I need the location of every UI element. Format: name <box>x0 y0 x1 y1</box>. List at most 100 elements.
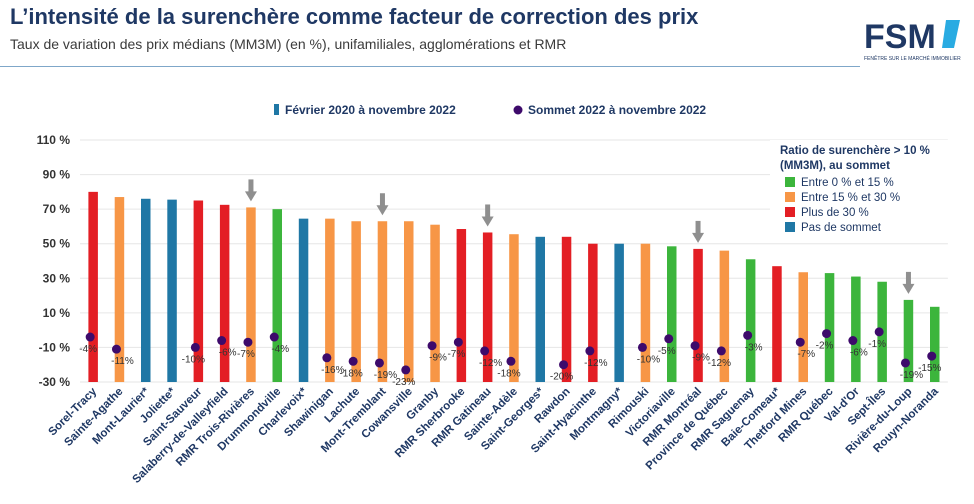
dot-point <box>900 358 910 368</box>
dot-value-label: -7% <box>797 349 815 360</box>
dot-value-label: -7% <box>447 349 465 360</box>
dot-point <box>217 336 227 346</box>
y-tick-label: 10 % <box>43 306 71 320</box>
bar <box>693 248 703 382</box>
down-arrow-icon <box>692 220 705 243</box>
logo-text: FSM <box>864 18 936 56</box>
bar <box>903 299 914 382</box>
bar <box>219 204 230 382</box>
bar <box>141 198 151 382</box>
legend-bar-label: Février 2020 à novembre 2022 <box>285 103 456 117</box>
dot-point <box>348 356 358 366</box>
dot-point <box>453 337 463 347</box>
page-subtitle: Taux de variation des prix médians (MM3M… <box>10 36 567 52</box>
dot-value-label: -20% <box>550 372 573 383</box>
bar <box>798 272 808 382</box>
bar <box>745 259 756 382</box>
ratio-swatch-red <box>785 207 795 217</box>
bar <box>851 276 861 382</box>
bar <box>667 246 677 382</box>
bar <box>456 229 467 382</box>
dot-value-label: -4% <box>79 344 97 355</box>
dot-point <box>269 332 279 342</box>
y-tick-label: 90 % <box>43 168 71 182</box>
dot-value-label: -19% <box>374 370 397 381</box>
bar-series <box>88 191 940 382</box>
ratio-label-orange: Entre 15 % et 30 % <box>801 192 900 204</box>
fsm-logo: FSM FENÊTRE SUR LE MARCHÉ IMMOBILIER <box>864 18 961 62</box>
down-arrow-icon <box>902 271 915 294</box>
bar <box>325 218 335 382</box>
y-tick-label: 70 % <box>43 202 71 216</box>
bar <box>404 221 414 382</box>
dot-point <box>585 346 595 356</box>
chart-legend: Février 2020 à novembre 2022 Sommet 2022… <box>274 103 706 117</box>
dot-value-label: -15% <box>918 363 941 374</box>
ratio-label-red: Plus de 30 % <box>801 207 869 219</box>
dot-point <box>322 353 332 363</box>
legend-dot-label: Sommet 2022 à novembre 2022 <box>528 103 706 117</box>
ratio-swatch-orange <box>785 192 795 202</box>
dot-value-label: -1% <box>868 339 886 350</box>
bar <box>719 250 730 382</box>
bar <box>246 207 256 382</box>
bar <box>167 199 177 382</box>
y-tick-label: -10 % <box>39 340 71 354</box>
dot-value-label: -9% <box>429 353 447 364</box>
bar <box>640 243 651 382</box>
arrow-markers <box>244 179 915 294</box>
dot-point <box>743 330 753 340</box>
dot-value-label: -12% <box>708 358 731 369</box>
dot-point <box>506 356 516 366</box>
bar <box>535 236 545 382</box>
dot-point <box>401 365 411 375</box>
bar <box>430 224 440 382</box>
dot-point <box>480 346 490 356</box>
dot-value-label: -9% <box>692 353 710 364</box>
x-axis-categories: Sorel-TracySainte-AgatheMont-Laurier*Jol… <box>46 385 941 486</box>
y-tick-label: -30 % <box>39 375 71 389</box>
dot-value-label: -12% <box>584 358 607 369</box>
down-arrow-icon <box>481 204 494 227</box>
bar <box>509 234 519 382</box>
dot-value-label: -11% <box>111 356 134 367</box>
bar <box>114 197 125 382</box>
dot-value-label: -6% <box>850 348 868 359</box>
dot-point <box>190 342 200 352</box>
dot-value-label: -18% <box>339 368 362 379</box>
down-arrow-icon <box>376 193 389 216</box>
ratio-label-blue: Pas de sommet <box>801 222 882 234</box>
dot-value-label: -7% <box>237 349 255 360</box>
dot-value-label: -5% <box>658 346 676 357</box>
bar <box>88 191 98 382</box>
bar <box>193 200 204 382</box>
logo-accent-shape <box>942 20 960 48</box>
bar <box>351 221 361 382</box>
bar <box>824 273 835 382</box>
bar <box>298 218 309 382</box>
dot-value-label: -23% <box>392 377 415 388</box>
dot-value-label: -18% <box>497 368 520 379</box>
dot-series: -4%-11% -10%-6% -7% -4%-16%-18% -19%-23%-9% -… <box>79 327 942 388</box>
y-tick-label: 50 % <box>43 237 71 251</box>
dot-value-label: -6% <box>219 348 237 359</box>
dot-value-label: -2% <box>816 341 834 352</box>
bar <box>930 306 940 382</box>
dot-value-label: -16% <box>321 365 344 376</box>
ratio-legend-title-2: (MM3M), au sommet <box>780 160 890 172</box>
ratio-legend-background <box>770 140 950 240</box>
dot-point <box>374 358 384 368</box>
dot-value-label: -10% <box>182 354 205 365</box>
dot-point <box>795 337 805 347</box>
ratio-label-green: Entre 0 % et 15 % <box>801 177 894 189</box>
dot-point <box>85 332 95 342</box>
ratio-swatch-blue <box>785 222 795 232</box>
ratio-swatch-green <box>785 177 795 187</box>
dot-point <box>690 341 700 351</box>
bar <box>588 243 598 382</box>
dot-point <box>637 342 647 352</box>
dot-point <box>243 337 253 347</box>
dot-point <box>716 346 726 356</box>
dot-point <box>822 329 832 339</box>
price-change-chart: 110 % 90 % 70 % 50 % 30 % 10 % -10 % -30 % -4% -… <box>37 103 950 486</box>
